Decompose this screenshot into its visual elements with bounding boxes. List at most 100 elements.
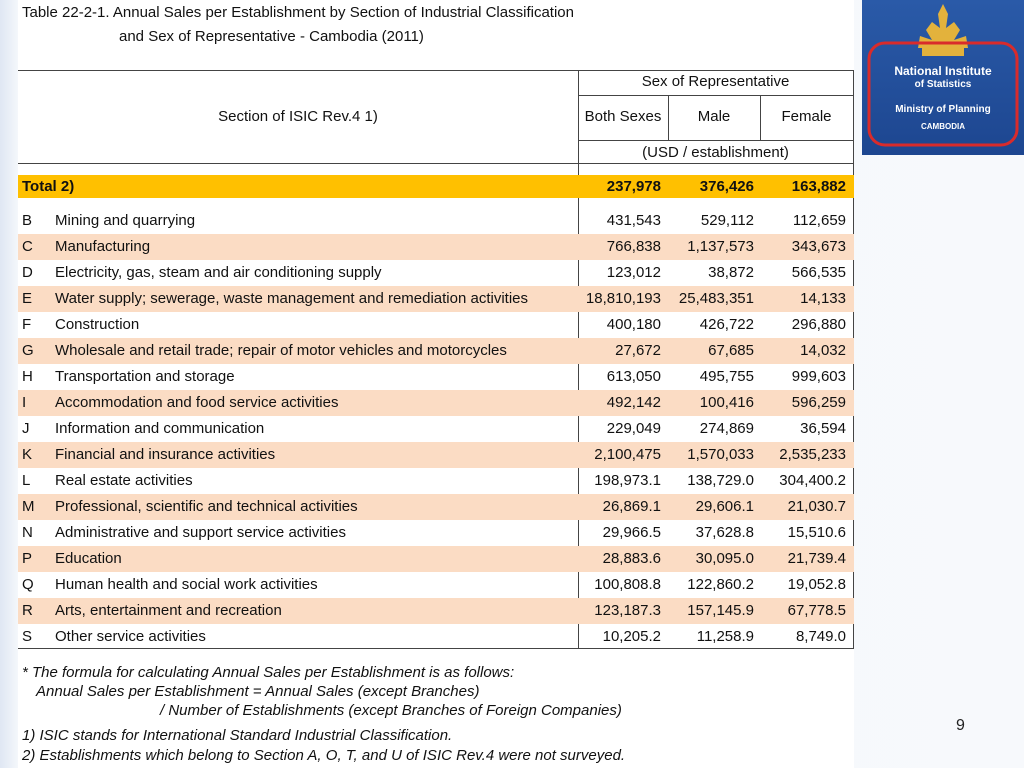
header-cell: Male	[697, 108, 731, 125]
rule	[18, 70, 854, 71]
row-value: 566,535	[791, 264, 846, 281]
row-name: Construction	[55, 316, 140, 333]
row-value: 2,535,233	[779, 446, 846, 463]
row-value: 26,869.1	[602, 498, 661, 515]
row-value: 25,483,351	[678, 290, 754, 307]
total-band	[18, 175, 854, 198]
row-value: 29,606.1	[695, 498, 754, 515]
rule	[578, 95, 853, 96]
footnote: / Number of Establishments (except Branc…	[160, 702, 622, 719]
row-value: 18,810,193	[585, 290, 661, 307]
row-value: 123,012	[606, 264, 661, 281]
footnote: 2) Establishments which belong to Sectio…	[22, 747, 626, 764]
logo-art	[867, 4, 1019, 147]
header-cell: Section of ISIC Rev.4 1)	[218, 108, 378, 125]
row-name: Information and communication	[55, 420, 265, 437]
row-code: L	[22, 472, 31, 489]
row-code: F	[22, 316, 32, 333]
row-value: 36,594	[800, 420, 846, 437]
row-value: 122,860.2	[687, 576, 754, 593]
row-name: Accommodation and food service activitie…	[55, 394, 339, 411]
row-value: 37,628.8	[695, 524, 754, 541]
row-name: Electricity, gas, steam and air conditio…	[55, 264, 382, 281]
title: Table 22-2-1. Annual Sales per Establish…	[22, 4, 574, 21]
row-value: 28,883.6	[602, 550, 661, 567]
row-value: 495,755	[699, 368, 754, 385]
row-value: 15,510.6	[787, 524, 846, 541]
total-label: Total 2)	[22, 178, 75, 195]
total-value: 376,426	[699, 178, 754, 195]
title: and Sex of Representative - Cambodia (20…	[119, 28, 424, 45]
row-value: 431,543	[606, 212, 661, 229]
row-value: 21,739.4	[787, 550, 846, 567]
row-value: 21,030.7	[787, 498, 846, 515]
row-name: Real estate activities	[55, 472, 193, 489]
logo-line: CAMBODIA	[921, 122, 965, 131]
row-value: 100,416	[699, 394, 754, 411]
header-cell: (USD / establishment)	[642, 144, 789, 161]
row-code: G	[22, 342, 34, 359]
row-value: 198,973.1	[594, 472, 661, 489]
row-value: 999,603	[791, 368, 846, 385]
total-value: 163,882	[791, 178, 846, 195]
row-value: 229,049	[606, 420, 661, 437]
row-value: 27,672	[615, 342, 661, 359]
row-code: I	[22, 394, 27, 411]
logo: National Institute of Statistics Ministr…	[862, 0, 1024, 155]
footnote: Annual Sales per Establishment = Annual …	[36, 683, 480, 700]
rule	[760, 95, 761, 140]
row-value: 123,187.3	[594, 602, 661, 619]
row-name: Manufacturing	[55, 238, 151, 255]
row-name: Mining and quarrying	[55, 212, 196, 229]
page-number: 9	[956, 717, 965, 734]
emblem	[918, 4, 968, 56]
row-band	[18, 546, 854, 572]
row-value: 529,112	[700, 212, 754, 229]
table-sheet: Table 22-2-1. Annual Sales per Establish…	[18, 0, 854, 768]
rule	[668, 95, 669, 140]
row-band	[18, 598, 854, 624]
row-band	[18, 286, 854, 312]
header-cell: Both Sexes	[584, 108, 662, 125]
row-code: C	[22, 238, 33, 255]
row-value: 38,872	[708, 264, 754, 281]
row-value: 274,869	[699, 420, 754, 437]
rule	[18, 648, 854, 649]
row-value: 67,685	[708, 342, 754, 359]
row-band	[18, 442, 854, 468]
row-value: 30,095.0	[695, 550, 754, 567]
row-name: Other service activities	[55, 628, 206, 645]
row-value: 400,180	[606, 316, 661, 333]
row-value: 613,050	[606, 368, 661, 385]
row-value: 304,400.2	[779, 472, 846, 489]
row-value: 14,032	[800, 342, 846, 359]
row-value: 1,570,033	[687, 446, 754, 463]
row-name: Administrative and support service activ…	[55, 524, 346, 541]
footnote: * The formula for calculating Annual Sal…	[22, 664, 515, 681]
row-band	[18, 338, 854, 364]
row-band	[18, 390, 854, 416]
row-value: 296,880	[791, 316, 846, 333]
row-name: Water supply; sewerage, waste management…	[55, 290, 529, 307]
row-name: Wholesale and retail trade; repair of mo…	[55, 342, 507, 359]
row-name: Financial and insurance activities	[55, 446, 276, 463]
row-name: Human health and social work activities	[55, 576, 318, 593]
row-value: 10,205.2	[602, 628, 661, 645]
row-value: 426,722	[699, 316, 754, 333]
row-value: 766,838	[606, 238, 661, 255]
row-value: 1,137,573	[687, 238, 754, 255]
row-value: 14,133	[800, 290, 846, 307]
row-code: J	[22, 420, 30, 437]
row-value: 492,142	[606, 394, 661, 411]
row-value: 67,778.5	[787, 602, 846, 619]
row-code: N	[22, 524, 33, 541]
row-name: Transportation and storage	[55, 368, 235, 385]
row-code: K	[22, 446, 33, 463]
header-cell: Female	[781, 108, 832, 125]
row-value: 112,659	[792, 212, 846, 229]
row-name: Professional, scientific and technical a…	[55, 498, 358, 515]
row-code: D	[22, 264, 33, 281]
row-name: Arts, entertainment and recreation	[55, 602, 282, 619]
row-name: Education	[55, 550, 122, 567]
row-code: M	[22, 498, 35, 515]
